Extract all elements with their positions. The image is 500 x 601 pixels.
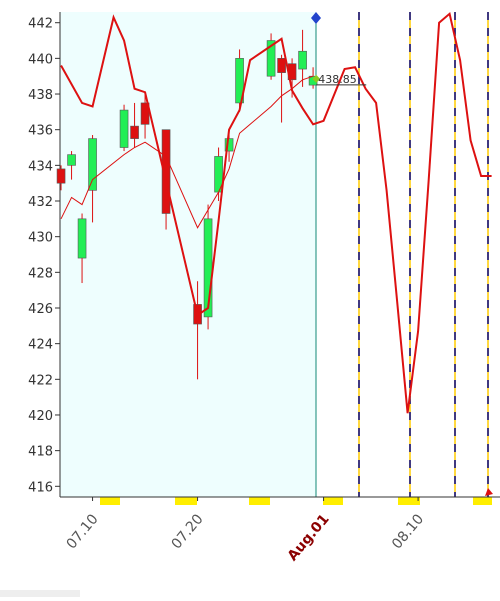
overlay-line <box>60 75 314 229</box>
x-tick-label: 07.20 <box>169 511 207 552</box>
y-tick-label: 424 <box>28 338 53 353</box>
y-tick-label: 420 <box>28 409 53 424</box>
y-tick-label: 434 <box>28 159 53 174</box>
candle-body <box>224 138 234 152</box>
y-tick-label: 436 <box>28 124 53 139</box>
candle-body <box>130 125 139 139</box>
y-tick-label: 440 <box>28 52 53 67</box>
candle-body <box>235 58 244 104</box>
forecast-dividers <box>358 12 489 497</box>
candle-body <box>88 138 97 191</box>
y-tick-label: 438 <box>28 88 53 103</box>
overlay-line <box>60 11 492 414</box>
y-tick-label: 432 <box>28 195 53 210</box>
annotation-label: 438.85 <box>318 73 357 86</box>
y-tick-label: 426 <box>28 302 53 317</box>
y-tick-label: 428 <box>28 266 53 281</box>
candle-body <box>277 58 286 73</box>
annotation-marker <box>312 74 321 83</box>
history-region <box>60 12 316 497</box>
candle-body <box>56 168 66 184</box>
y-tick-label: 430 <box>28 231 53 246</box>
x-tick-label: Aug.01 <box>285 511 333 564</box>
y-tick-label: 418 <box>28 445 53 460</box>
y-tick-label: 442 <box>28 17 53 32</box>
candle-body <box>119 109 129 148</box>
end-marker <box>485 488 493 496</box>
candle-body <box>298 50 307 70</box>
candle-body <box>67 154 76 166</box>
weekend-markers <box>100 497 492 505</box>
current-marker <box>311 12 321 24</box>
footer-strip <box>0 590 80 597</box>
candle-body <box>161 129 171 214</box>
x-tick-label: 08.10 <box>389 511 427 552</box>
candle-body <box>140 102 150 125</box>
y-tick-label: 422 <box>28 373 53 388</box>
x-tick-label: 07.10 <box>64 511 102 552</box>
y-tick-label: 416 <box>28 480 53 495</box>
candle-body <box>266 40 276 77</box>
candle-body <box>77 218 87 259</box>
